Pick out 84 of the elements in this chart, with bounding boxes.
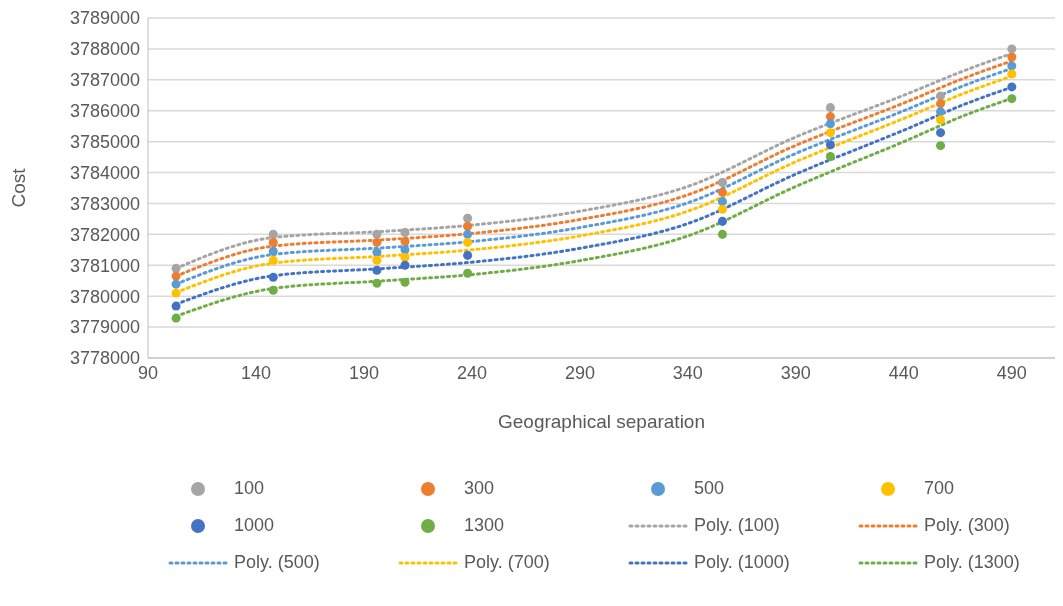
legend-label: 700	[924, 478, 955, 499]
point	[936, 128, 946, 138]
point	[717, 197, 727, 207]
point	[463, 250, 473, 260]
y-tick-label: 3779000	[69, 317, 140, 338]
x-axis-title: Geographical separation	[497, 411, 706, 432]
point	[268, 255, 278, 265]
point	[463, 221, 473, 231]
y-tick-label: 3783000	[69, 193, 140, 214]
point	[463, 237, 473, 247]
y-tick-label: 3782000	[69, 224, 140, 245]
point	[400, 260, 410, 270]
point	[268, 229, 278, 239]
point	[825, 128, 835, 138]
point	[463, 268, 473, 278]
point	[1007, 94, 1017, 104]
point	[268, 237, 278, 247]
point	[372, 265, 382, 275]
y-tick-label: 3785000	[69, 132, 140, 153]
point	[1007, 82, 1017, 92]
x-tick-label: 140	[240, 362, 271, 383]
legend-label: Poly. (1000)	[694, 552, 790, 573]
point	[1007, 52, 1017, 62]
point	[1007, 44, 1017, 54]
legend-label: 300	[464, 478, 495, 499]
point	[372, 229, 382, 239]
y-tick-label: 3784000	[69, 162, 140, 183]
y-tick-label: 3788000	[69, 39, 140, 60]
point	[400, 277, 410, 287]
point	[936, 141, 946, 151]
point	[717, 216, 727, 226]
point	[372, 255, 382, 265]
point	[171, 301, 181, 311]
y-axis-title: Cost	[7, 167, 29, 208]
legend-label: Poly. (500)	[234, 552, 320, 573]
point	[936, 99, 946, 109]
point	[825, 103, 835, 113]
point	[171, 288, 181, 298]
point	[372, 237, 382, 247]
legend-label: Poly. (700)	[464, 552, 550, 573]
point	[825, 140, 835, 150]
point	[1007, 61, 1017, 71]
x-tick-label: 190	[348, 362, 379, 383]
x-tick-label: 440	[888, 362, 919, 383]
legend-label: Poly. (1300)	[924, 552, 1020, 573]
x-tick-label: 240	[456, 362, 487, 383]
point	[171, 271, 181, 281]
point	[372, 278, 382, 288]
y-tick-label: 3781000	[69, 255, 140, 276]
point	[717, 187, 727, 197]
x-tick-label: 290	[564, 362, 595, 383]
point	[463, 213, 473, 223]
point	[936, 115, 946, 125]
legend-label: 500	[694, 478, 725, 499]
point	[717, 177, 727, 187]
point	[171, 313, 181, 323]
y-tick-label: 3780000	[69, 286, 140, 307]
legend-label: 1300	[464, 515, 505, 536]
point	[268, 272, 278, 282]
point	[825, 151, 835, 161]
point	[268, 285, 278, 295]
legend-label: Poly. (100)	[694, 515, 780, 536]
x-tick-label: 490	[996, 362, 1027, 383]
point	[171, 279, 181, 289]
legend-label: Poly. (300)	[924, 515, 1010, 536]
legend-label: 1000	[234, 515, 275, 536]
point	[400, 236, 410, 246]
y-tick-label: 3787000	[69, 70, 140, 91]
legend-label: 100	[234, 478, 265, 499]
y-tick-label: 3778000	[69, 348, 140, 369]
point	[372, 247, 382, 257]
x-tick-label: 340	[672, 362, 703, 383]
y-tick-label: 3786000	[69, 101, 140, 122]
x-tick-label: 90	[137, 362, 159, 383]
point	[825, 119, 835, 129]
x-tick-label: 390	[780, 362, 811, 383]
point	[1007, 69, 1017, 79]
point	[463, 229, 473, 239]
point	[717, 229, 727, 239]
point	[717, 204, 727, 214]
point	[400, 228, 410, 238]
point	[936, 107, 946, 117]
point	[268, 246, 278, 256]
y-tick-label: 3789000	[69, 8, 140, 29]
